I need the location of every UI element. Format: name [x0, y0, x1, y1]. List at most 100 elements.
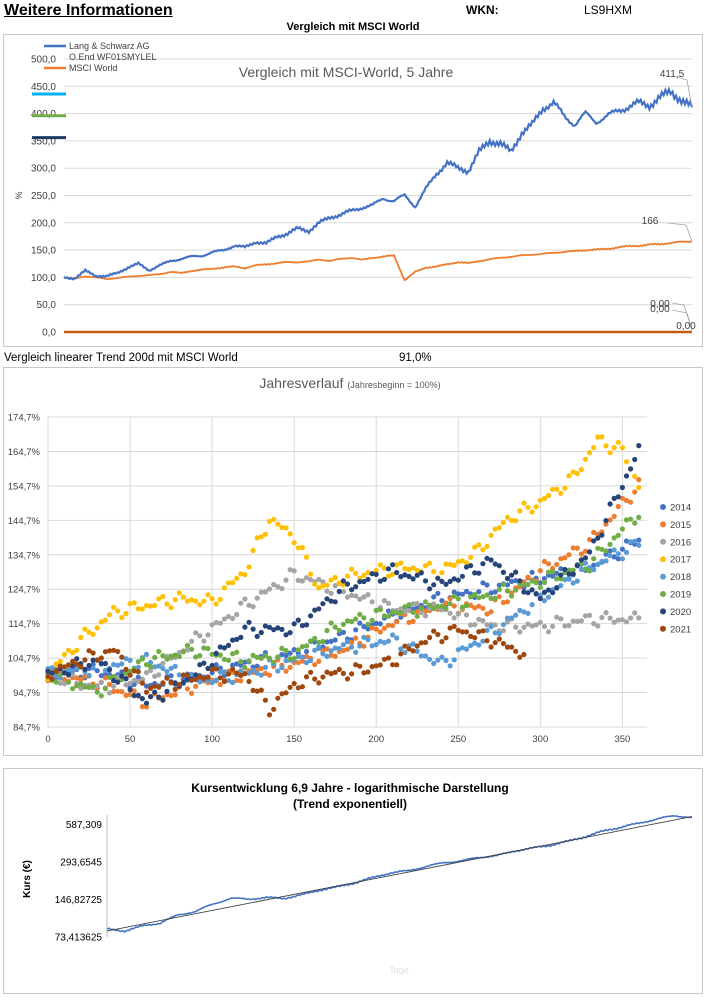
data-point-2021	[504, 644, 511, 650]
data-point-2015	[234, 677, 240, 684]
data-point-2015	[451, 603, 457, 609]
data-point-2018	[439, 654, 445, 660]
data-point-2017	[197, 602, 203, 608]
data-point-2018	[148, 659, 154, 666]
data-point-2020	[570, 571, 576, 577]
data-point-2017	[135, 606, 141, 612]
data-point-2018	[353, 649, 359, 655]
data-point-2020	[250, 626, 256, 632]
data-point-2020	[111, 678, 117, 684]
data-point-2017	[53, 661, 59, 667]
data-point-2021	[332, 669, 338, 675]
data-point-2017	[349, 566, 355, 572]
data-point-2015	[582, 548, 589, 554]
data-point-2021	[78, 664, 84, 670]
data-point-2021	[135, 669, 141, 675]
data-point-2019	[427, 602, 433, 608]
data-point-2016	[447, 610, 453, 616]
data-point-2019	[504, 588, 511, 594]
data-point-2020	[82, 666, 88, 672]
data-point-2017	[57, 658, 63, 665]
data-point-2015	[238, 678, 244, 684]
data-point-2018	[111, 661, 117, 668]
data-point-2021	[328, 671, 334, 677]
data-point-2016	[303, 575, 310, 581]
data-point-2014	[291, 647, 297, 653]
data-point-2020	[45, 668, 51, 674]
data-point-2015	[480, 605, 486, 611]
data-point-2017	[427, 560, 433, 566]
y-tick-label: 94,7%	[13, 688, 40, 699]
data-point-2019	[246, 658, 252, 664]
data-point-2018	[221, 669, 227, 675]
data-point-2019	[295, 647, 301, 653]
data-point-2019	[402, 604, 408, 610]
data-point-2020	[127, 687, 133, 693]
data-point-2015	[504, 599, 511, 605]
data-point-2018	[262, 664, 268, 670]
data-point-2015	[611, 513, 617, 519]
data-point-2019	[209, 651, 215, 657]
data-point-2017	[180, 594, 186, 600]
data-point-2016	[127, 680, 133, 686]
y-tick-label: 50,0	[37, 300, 57, 311]
data-point-2020	[431, 582, 437, 588]
y-tick-label: 293,6545	[60, 857, 102, 868]
data-point-2016	[468, 622, 474, 628]
data-point-2017	[152, 602, 158, 609]
legend-entry: MSCI World	[69, 63, 117, 73]
data-point-2015	[632, 489, 638, 495]
data-point-2018	[312, 647, 318, 653]
data-point-2017	[94, 625, 100, 631]
data-point-2018	[410, 641, 416, 647]
data-point-2016	[275, 584, 281, 590]
data-point-2018	[517, 607, 523, 613]
data-point-2017	[484, 543, 490, 550]
data-point-2021	[258, 687, 264, 693]
data-point-2016	[131, 677, 137, 683]
data-point-2015	[591, 529, 597, 535]
data-point-2020	[295, 617, 301, 623]
data-point-2014	[611, 554, 617, 560]
data-point-2018	[316, 644, 322, 650]
data-point-2019	[472, 591, 478, 598]
data-point-2015	[168, 693, 174, 699]
data-point-2018	[484, 627, 490, 633]
data-point-2016	[283, 577, 289, 583]
data-point-2019	[480, 594, 486, 600]
data-point-2021	[414, 643, 420, 649]
data-point-2021	[254, 688, 260, 694]
data-point-2015	[472, 605, 478, 611]
data-point-2021	[402, 643, 408, 649]
data-point-2014	[550, 573, 556, 579]
data-point-2016	[295, 577, 301, 583]
data-point-2014	[283, 652, 289, 659]
data-point-2018	[566, 575, 572, 581]
data-point-2020	[197, 662, 203, 668]
data-point-2019	[193, 654, 199, 660]
data-point-2019	[254, 654, 260, 660]
data-point-2019	[435, 603, 441, 609]
data-point-2019	[189, 646, 195, 652]
data-point-2021	[106, 648, 113, 654]
data-point-2019	[160, 653, 166, 659]
data-point-2020	[217, 644, 223, 650]
data-point-2017	[308, 571, 314, 577]
data-point-2021	[57, 663, 63, 669]
data-point-2018	[53, 673, 59, 679]
data-point-2021	[476, 629, 482, 635]
x-tick-label: 350	[614, 734, 630, 745]
data-point-2016	[541, 623, 548, 630]
data-point-2018	[525, 610, 531, 616]
data-point-2016	[361, 594, 367, 600]
data-point-2016	[385, 600, 392, 606]
data-point-2016	[316, 576, 322, 582]
data-point-2019	[361, 615, 367, 621]
data-point-2014	[451, 589, 457, 595]
data-point-2020	[225, 642, 232, 648]
data-point-2020	[357, 579, 363, 585]
data-point-2016	[213, 619, 219, 626]
data-point-2015	[619, 495, 626, 501]
data-point-2016	[61, 681, 67, 687]
data-point-2016	[369, 599, 375, 605]
